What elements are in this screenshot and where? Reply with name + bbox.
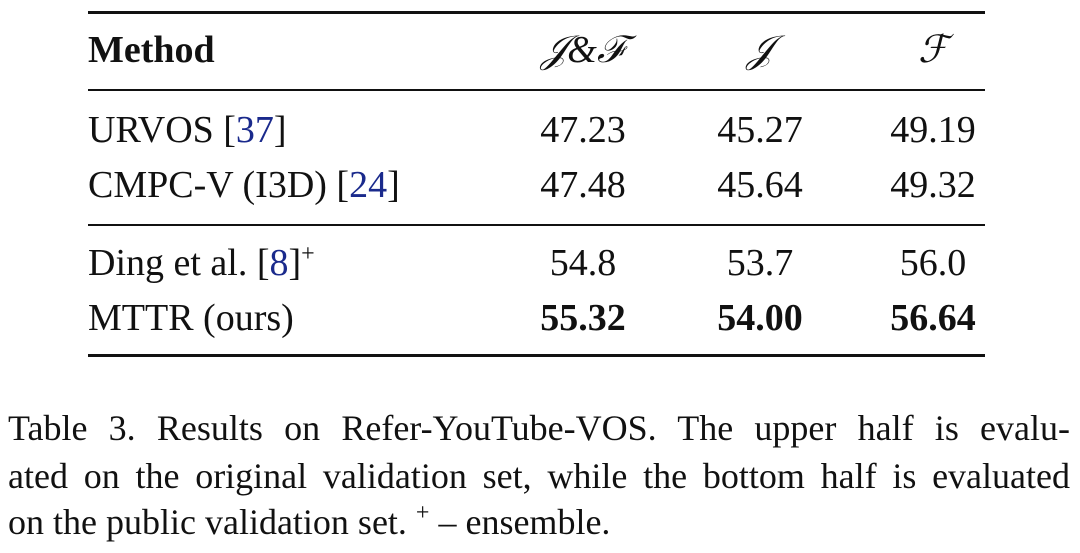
header-cell: ℱ — [918, 29, 948, 71]
method-cell: MTTR (ours) — [88, 296, 294, 340]
header-rule — [88, 89, 985, 91]
method-cell: CMPC-V (I3D) [24] — [88, 163, 400, 207]
text: Table 3. Results on Refer-YouTube-VOS. T… — [8, 408, 1070, 448]
method-cell: Ding et al. [8]+ — [88, 241, 315, 285]
top-rule — [88, 11, 985, 14]
text: MTTR (ours) — [88, 297, 294, 339]
text: on the public validation set. — [8, 502, 416, 542]
text: Ding et al. [ — [88, 242, 270, 284]
value-cell: 56.0 — [899, 242, 967, 284]
text: URVOS [ — [88, 109, 236, 151]
header-cell: Method — [88, 29, 215, 71]
group-rule — [88, 224, 985, 226]
text: ] — [387, 164, 400, 206]
value-cell: 54.00 — [717, 297, 803, 339]
value-cell: 49.19 — [890, 109, 976, 151]
bottom-rule — [88, 354, 985, 357]
value-cell: 55.32 — [540, 297, 626, 339]
caption-line: Table 3. Results on Refer-YouTube-VOS. T… — [8, 407, 1070, 449]
text: CMPC-V (I3D) [ — [88, 164, 350, 206]
text: – ensemble. — [429, 502, 611, 542]
value-cell: 45.27 — [717, 109, 803, 151]
value-cell: 45.64 — [717, 164, 803, 206]
caption-line: on the public validation set. + – ensemb… — [8, 501, 1070, 543]
value-cell: 47.48 — [540, 164, 626, 206]
value-cell: 54.8 — [549, 242, 617, 284]
text: ] — [288, 242, 302, 284]
text: ated on the original validation set, whi… — [8, 456, 1070, 496]
citation: 37 — [235, 109, 274, 151]
value-cell: 49.32 — [890, 164, 976, 206]
value-cell: 56.64 — [890, 297, 976, 339]
superscript: + — [301, 241, 315, 267]
header-cell: 𝒥 — [746, 29, 774, 71]
header-cell: 𝒥&ℱ — [541, 29, 625, 71]
value-cell: 53.7 — [726, 242, 794, 284]
text: ] — [273, 109, 287, 151]
method-cell: URVOS [37] — [88, 108, 287, 152]
citation: 24 — [349, 164, 388, 206]
caption-line: ated on the original validation set, whi… — [8, 455, 1070, 497]
value-cell: 47.23 — [540, 109, 626, 151]
superscript: + — [415, 500, 430, 526]
citation: 8 — [269, 242, 289, 284]
